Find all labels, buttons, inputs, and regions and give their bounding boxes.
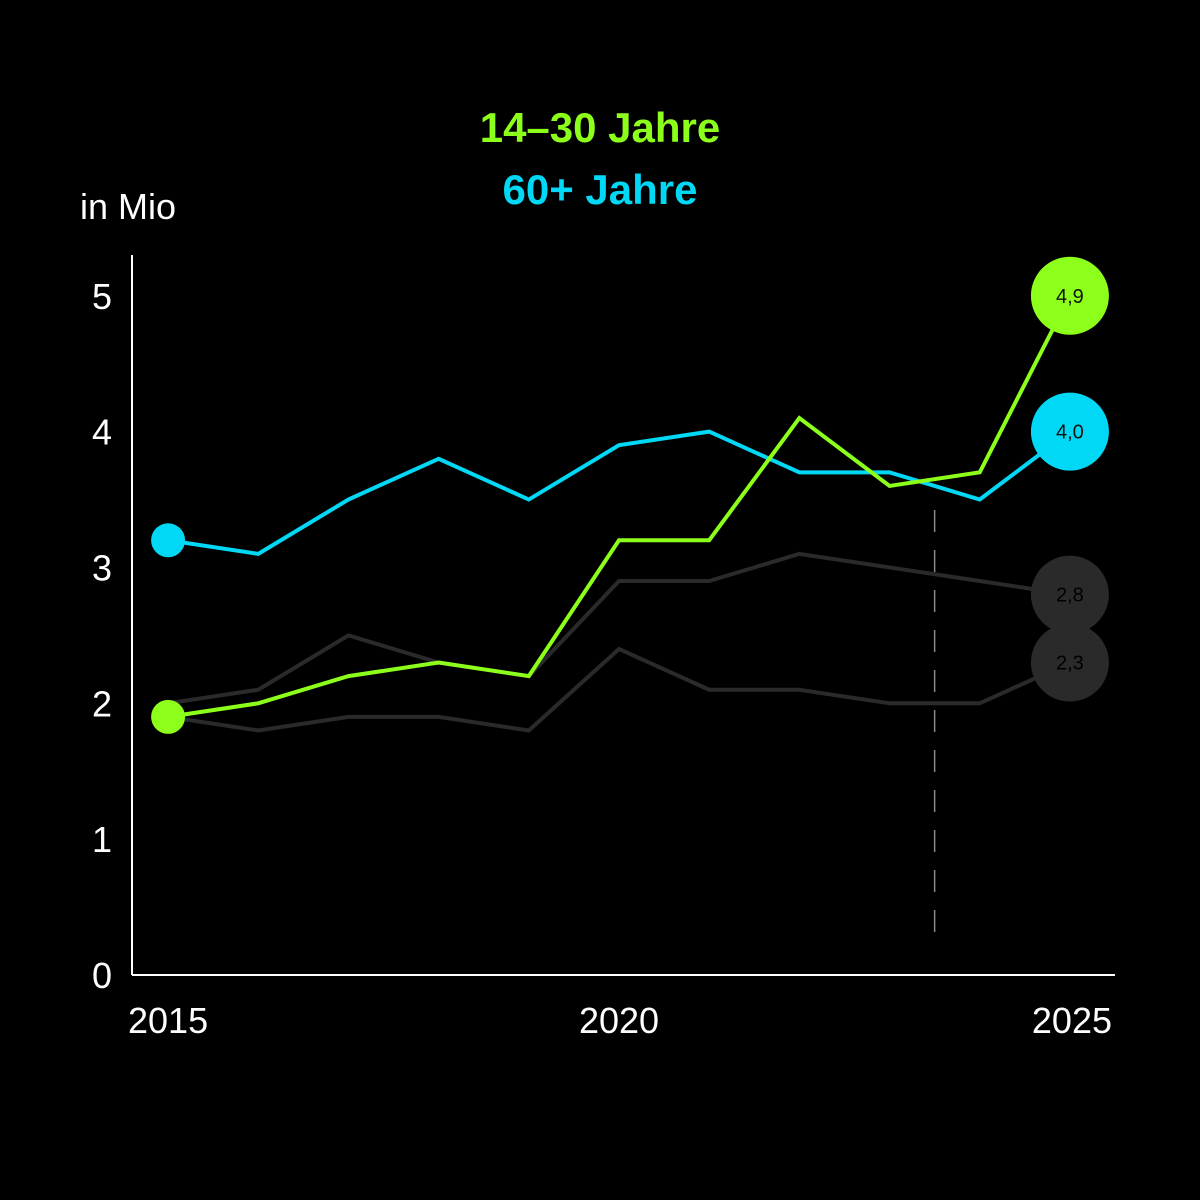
series-end-bubble-grey-lower — [1030, 623, 1109, 702]
series-start-dot-60-jahre — [151, 523, 186, 558]
x-tick-label-2025: 2025 — [1032, 1000, 1112, 1041]
y-tick-label-0: 0 — [92, 955, 112, 996]
y-axis-unit-label: in Mio — [80, 186, 177, 227]
series-end-bubble-14-30-jahre — [1030, 256, 1109, 335]
legend-60-plus: 60+ Jahre — [502, 166, 698, 213]
series-end-bubble-60-jahre — [1030, 392, 1109, 471]
y-tick-label-5: 5 — [92, 276, 112, 317]
series-line-grey-upper — [167, 551, 1071, 706]
legend-14-30: 14–30 Jahre — [479, 104, 721, 151]
series-start-dot-14-30-jahre — [151, 699, 186, 734]
x-tick-label-2020: 2020 — [579, 1000, 659, 1041]
y-tick-label-4: 4 — [92, 412, 112, 453]
y-tick-label-2: 2 — [92, 683, 112, 724]
y-tick-label-1: 1 — [92, 819, 112, 860]
series-end-label-14-30-jahre: 4,9 — [1056, 286, 1084, 308]
series-end-label-60-jahre: 4,0 — [1056, 422, 1084, 444]
y-tick-label-3: 3 — [92, 547, 112, 588]
series-line-grey-lower — [167, 646, 1071, 733]
series-end-label-grey-lower: 2,3 — [1056, 653, 1084, 675]
series-line-60-jahre — [167, 429, 1072, 556]
series-end-bubble-grey-upper — [1030, 555, 1109, 634]
x-tick-label-2015: 2015 — [128, 1000, 208, 1041]
series-end-label-grey-upper: 2,8 — [1056, 585, 1084, 607]
series-line-14-30-jahre — [167, 294, 1072, 719]
